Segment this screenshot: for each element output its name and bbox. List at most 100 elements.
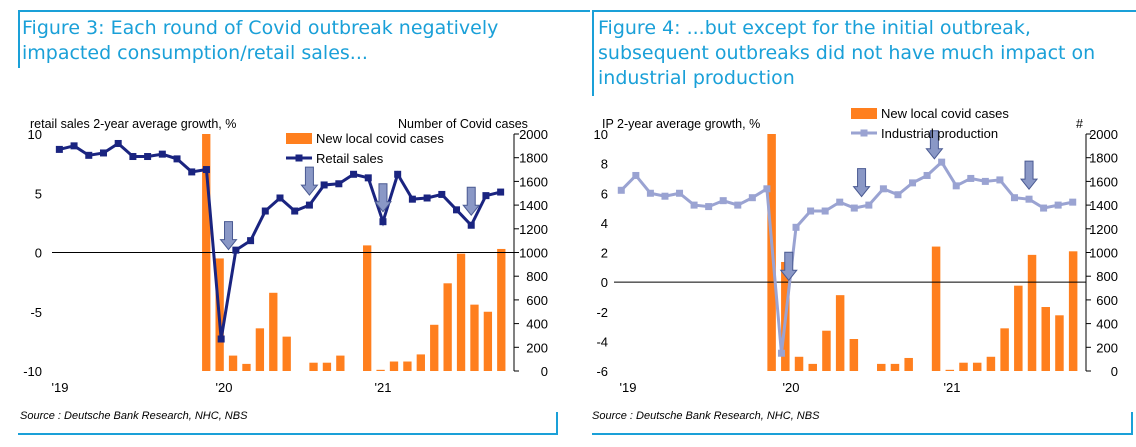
y-axis-label-right: #: [1076, 117, 1083, 131]
y-axis-label-left: IP 2-year average growth, %: [602, 117, 760, 131]
annotation-arrow-icon: [779, 251, 798, 282]
annotation-arrow-icon: [462, 186, 481, 217]
series-marker: [690, 201, 698, 209]
right-tick-label: 0: [541, 364, 548, 379]
right-tick-label: 1400: [1089, 198, 1118, 213]
legend-swatch-bars: [286, 133, 312, 144]
series-marker: [748, 194, 756, 202]
series-marker: [482, 192, 490, 200]
series-marker: [865, 201, 873, 209]
left-tick-label: -2: [596, 305, 608, 320]
right-tick-label: 2000: [1089, 127, 1118, 142]
series-marker: [320, 181, 328, 189]
top-rule: [18, 10, 590, 12]
right-tick-label: 1600: [1089, 174, 1118, 189]
covid-cases-bar: [904, 357, 913, 371]
right-tick-label: 1600: [519, 174, 548, 189]
series-marker: [777, 349, 785, 357]
series-marker: [632, 171, 640, 179]
series-marker: [202, 166, 210, 174]
series-marker: [114, 139, 122, 147]
series-marker: [232, 246, 240, 254]
series-marker: [617, 186, 625, 194]
right-tick-label: 400: [526, 317, 548, 332]
series-marker: [99, 149, 107, 157]
annotation-arrow-icon: [300, 166, 319, 196]
series-marker: [261, 207, 269, 215]
corner-rule: [1131, 412, 1133, 435]
series-line: [59, 141, 501, 340]
right-tick-label: 600: [1096, 293, 1118, 308]
bottom-rule: [592, 433, 1132, 435]
corner-rule: [556, 412, 558, 435]
y-axis-label-left: retail sales 2-year average growth, %: [30, 117, 236, 131]
series-marker: [661, 192, 669, 200]
series-marker: [70, 142, 78, 150]
covid-cases-bar: [959, 362, 968, 371]
covid-cases-bar: [1068, 251, 1078, 371]
top-rule: [592, 10, 1136, 12]
series-marker: [676, 189, 684, 197]
series-marker: [173, 155, 181, 163]
covid-cases-bar: [376, 369, 385, 371]
covid-cases-bar: [877, 363, 886, 371]
left-rule: [18, 10, 20, 68]
series-marker: [646, 189, 654, 197]
covid-cases-bar: [1027, 254, 1037, 371]
series-marker: [952, 182, 960, 190]
series-marker: [1025, 195, 1033, 203]
covid-cases-bar: [808, 363, 817, 371]
series-marker: [705, 203, 713, 211]
series-marker: [408, 195, 416, 203]
left-tick-label: 0: [35, 246, 42, 261]
source-note: Source : Deutsche Bank Research, NHC, NB…: [592, 410, 820, 422]
covid-cases-bar: [282, 336, 291, 371]
right-tick-label: 1800: [1089, 151, 1118, 166]
left-tick-label: -6: [596, 364, 608, 379]
series-marker: [497, 188, 505, 196]
right-tick-label: 1200: [519, 222, 548, 237]
y-axis-label-right: Number of Covid cases: [398, 117, 528, 131]
series-marker: [247, 237, 255, 245]
series-marker: [438, 190, 446, 198]
left-tick-label: 10: [594, 127, 608, 142]
series-marker: [836, 198, 844, 206]
right-tick-label: 1400: [519, 198, 548, 213]
covid-cases-bar: [1000, 328, 1009, 371]
series-marker: [423, 194, 431, 202]
covid-cases-bar: [1041, 307, 1050, 371]
legend-swatch-marker: [860, 129, 868, 137]
covid-cases-bar: [228, 355, 238, 371]
left-tick-label: -10: [23, 364, 42, 379]
left-tick-label: 5: [35, 186, 42, 201]
series-marker: [379, 218, 387, 226]
series-marker: [85, 151, 93, 159]
covid-cases-bar: [986, 356, 996, 371]
covid-cases-bar: [931, 246, 941, 371]
series-marker: [879, 185, 887, 193]
covid-cases-bar: [336, 355, 345, 371]
left-tick-label: 8: [601, 157, 608, 172]
industrial-production-chart: IP 2-year average growth, % #10 8 6 4 2 0 -2 -4 -…: [594, 106, 1118, 395]
covid-cases-bar: [403, 361, 412, 371]
legend-label-bars: New local covid cases: [316, 131, 444, 146]
right-tick-label: 400: [1096, 317, 1118, 332]
x-tick-label: '20: [216, 380, 233, 395]
covid-cases-bar: [972, 362, 982, 371]
series-marker: [217, 335, 225, 343]
right-tick-label: 800: [1096, 269, 1118, 284]
covid-cases-bar: [430, 324, 439, 371]
left-tick-label: -5: [30, 305, 42, 320]
covid-cases-bar: [945, 369, 955, 371]
covid-cases-bar: [483, 311, 493, 371]
series-marker: [1069, 198, 1077, 206]
left-tick-label: 4: [601, 216, 608, 231]
covid-cases-bar: [363, 245, 372, 371]
right-tick-label: 600: [526, 293, 548, 308]
figure-4-panel: Figure 4: ...but except for the initial …: [588, 0, 1136, 447]
series-marker: [188, 168, 196, 176]
right-tick-label: 1000: [519, 246, 548, 261]
series-marker: [129, 153, 137, 161]
covid-cases-bar: [242, 363, 251, 371]
covid-cases-bar: [443, 283, 452, 371]
